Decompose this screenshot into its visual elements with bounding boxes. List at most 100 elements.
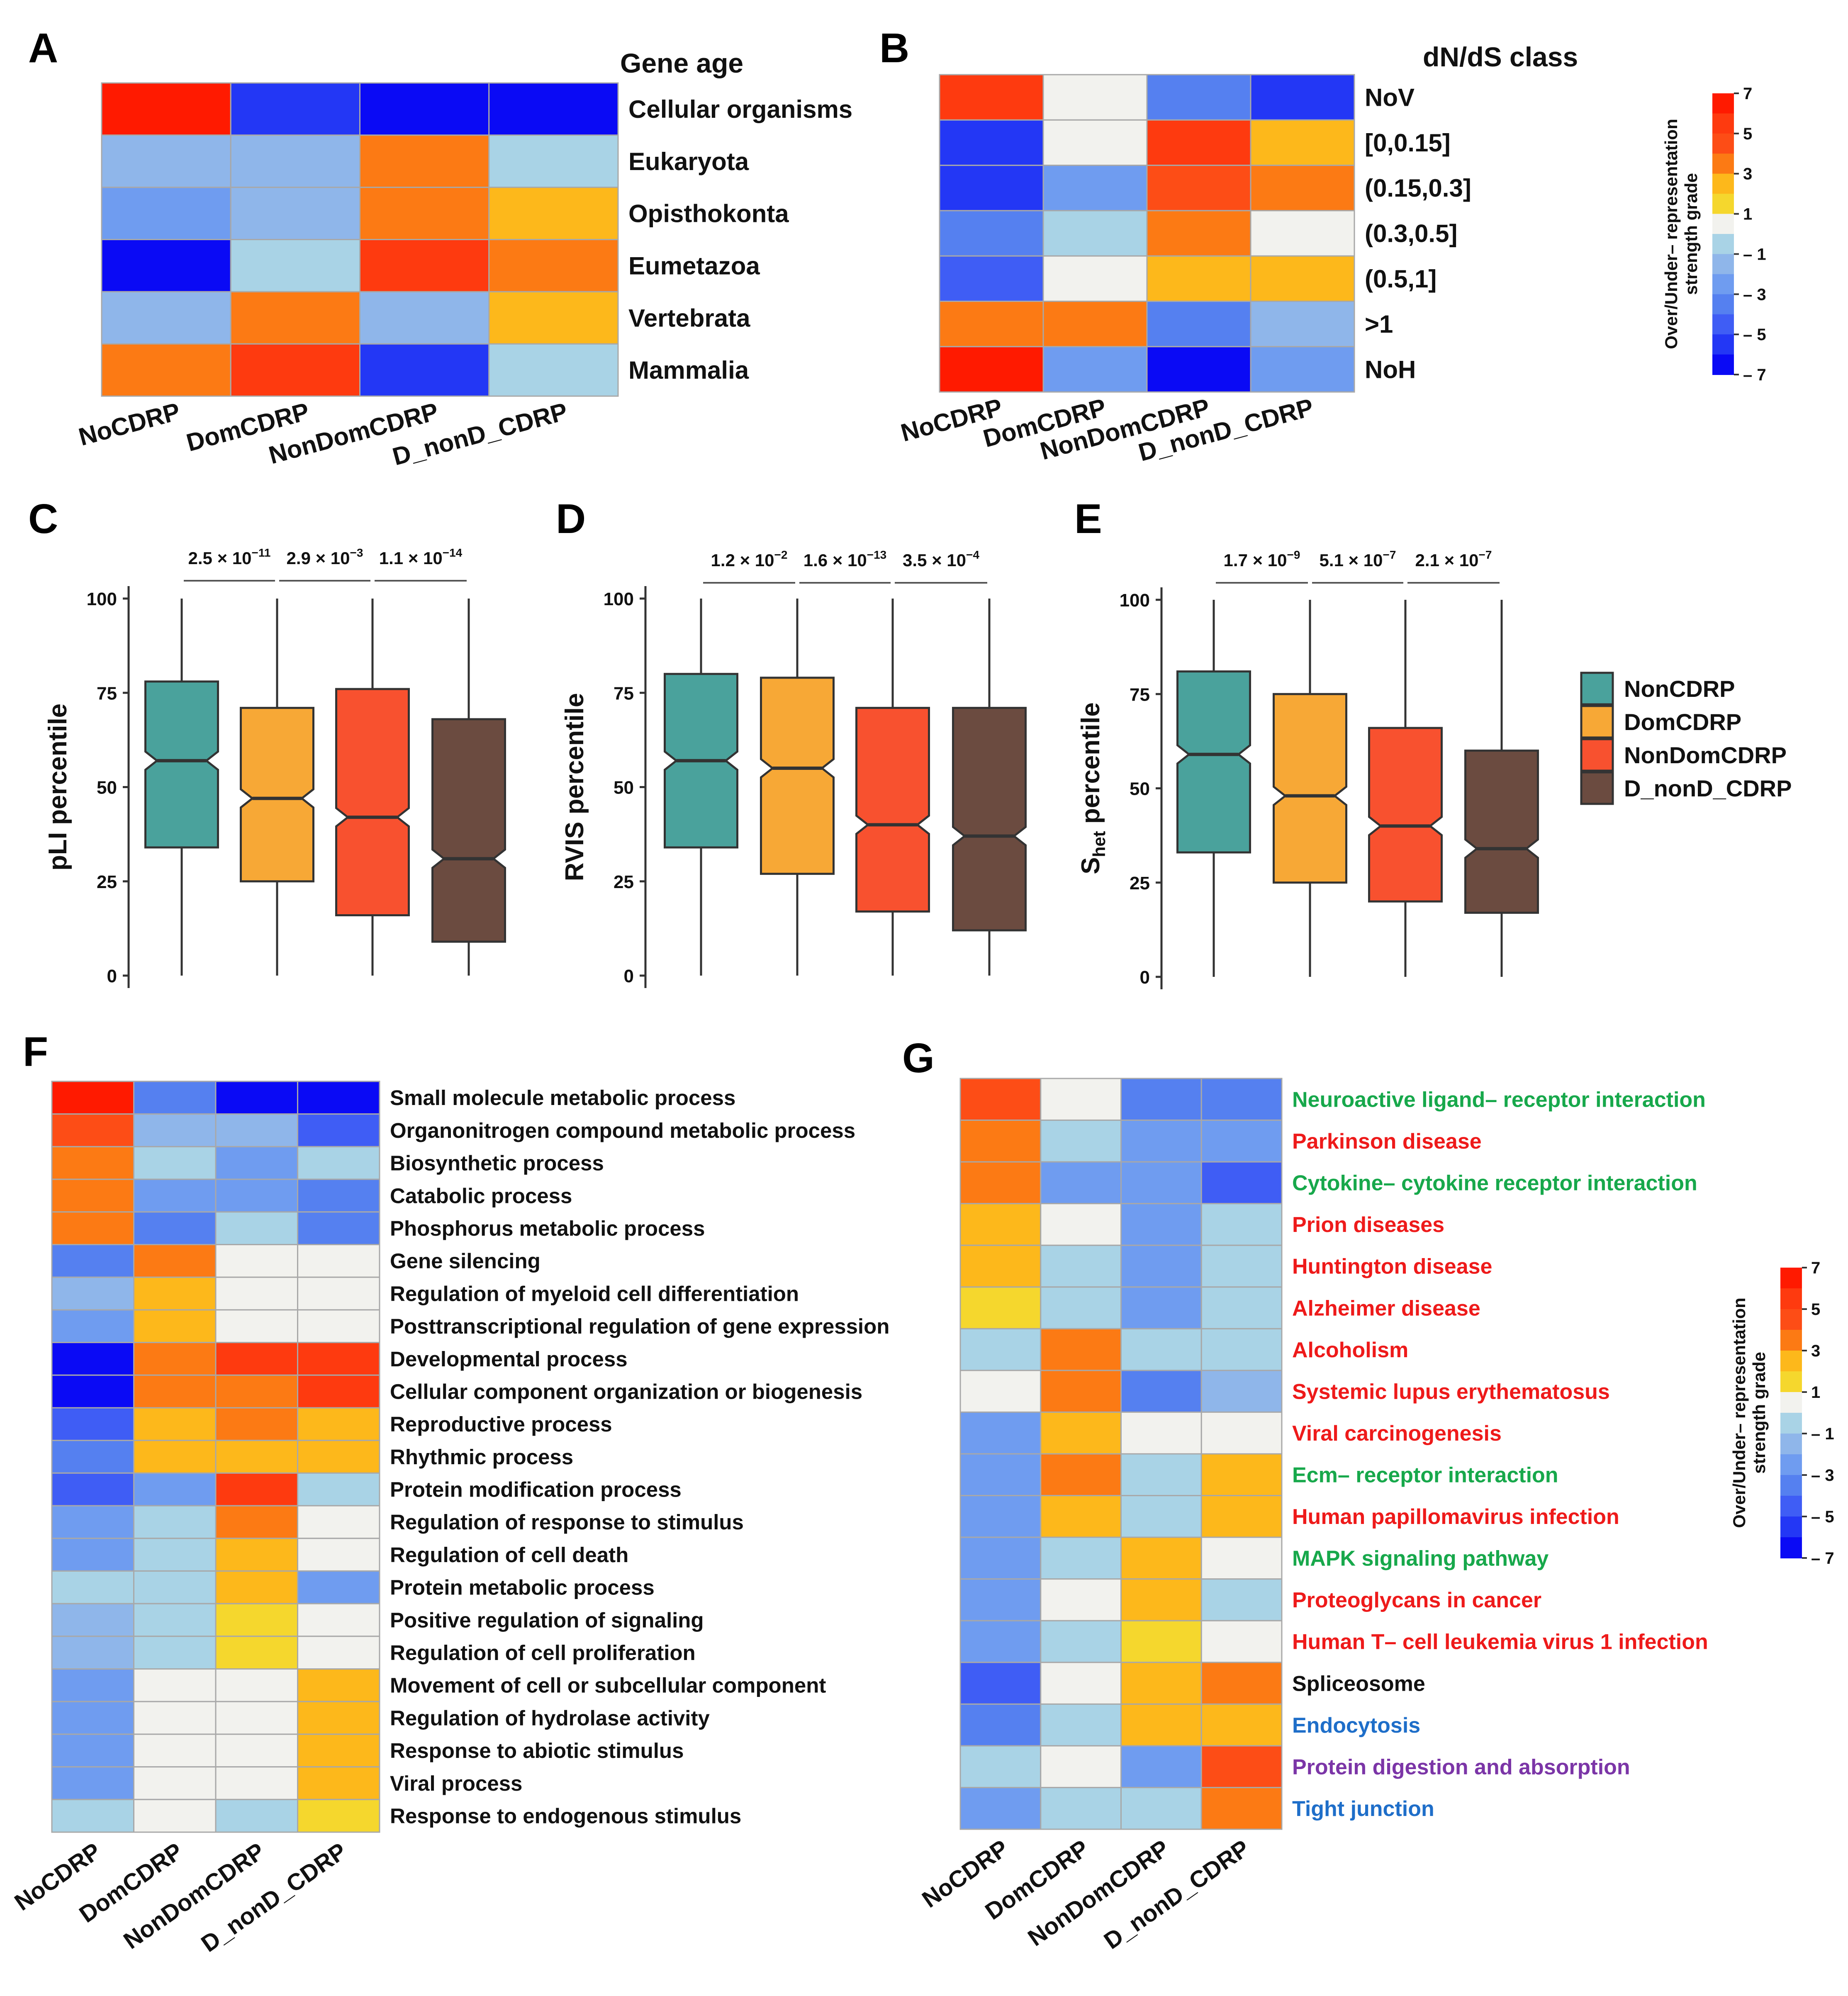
heat-cell-nov-nocdrp [939, 74, 1044, 121]
box-domcdrp [760, 677, 835, 875]
legend-swatch-nondomcdrp [1580, 738, 1614, 772]
heat-cell-protein-digestion-and-absorption-d-nond-cdrp [1200, 1745, 1283, 1788]
p-value-exponent: −4 [966, 548, 979, 561]
panel-letter-c: C [28, 496, 58, 542]
y-tick-label: 75 [614, 683, 634, 703]
colorbar-segment [1712, 334, 1734, 355]
heat-cell-human-papillomavirus-infection-domcdrp [1040, 1495, 1122, 1538]
heat-cell-positive-regulation-of-signaling-nondomcdrp [215, 1603, 298, 1637]
legend-swatch-domcdrp [1580, 705, 1614, 739]
heat-cell-mammalia-nocdrp [101, 343, 231, 397]
heat-cell-biosynthetic-process-domcdrp [133, 1146, 217, 1180]
heat-cell-viral-carcinogenesis-domcdrp [1040, 1411, 1122, 1455]
row-label: Huntington disease [1292, 1255, 1492, 1279]
heat-cell-catabolic-process-d-nond-cdrp [297, 1178, 380, 1213]
heat-cell-human-papillomavirus-infection-nocdrp [959, 1495, 1042, 1538]
colorbar-tick-label: – 3 [1743, 285, 1766, 304]
colorbar-tick-label: – 7 [1811, 1549, 1834, 1568]
heat-cell-posttranscriptional-regulation-of-gene-expression-domcdrp [133, 1309, 217, 1344]
row-label: Regulation of hydrolase activity [390, 1706, 710, 1730]
panel-letter-f: F [23, 1029, 48, 1075]
heat-cell-prion-diseases-nondomcdrp [1120, 1203, 1202, 1246]
heat-cell-alzheimer-disease-nondomcdrp [1120, 1286, 1202, 1329]
heat-cell-1-nondomcdrp [1146, 300, 1251, 348]
p-value-label: 1.7 × 10−9 [1224, 548, 1300, 570]
box-domcdrp [240, 707, 314, 883]
heat-cell-opisthokonta-domcdrp [230, 187, 360, 240]
y-axis-label: pLI percentile [44, 703, 72, 871]
heat-cell-tight-junction-d-nond-cdrp [1200, 1787, 1283, 1830]
heat-cell-gene-silencing-d-nond-cdrp [297, 1244, 380, 1278]
colorbar-segment [1780, 1516, 1802, 1538]
p-value-exponent: −7 [1383, 548, 1396, 561]
y-axis-label-main: S [1076, 857, 1105, 874]
heat-cell-response-to-endogenous-stimulus-d-nond-cdrp [297, 1799, 380, 1833]
colorbar-segment [1780, 1392, 1802, 1413]
heat-cell-gene-silencing-nocdrp [51, 1244, 134, 1278]
heat-cell-protein-modification-process-nondomcdrp [215, 1472, 298, 1507]
heat-cell-vertebrata-domcdrp [230, 291, 360, 345]
colorbar-tick-label: 5 [1811, 1300, 1820, 1319]
row-label: Regulation of myeloid cell differentiati… [390, 1282, 799, 1305]
row-label: Reproductive process [390, 1412, 612, 1436]
heat-cell-organonitrogen-compound-metabolic-process-nocdrp [51, 1113, 134, 1147]
heatmap-dnds-class: NoV [0,0.15] (0.15,0.3] (0.3,0.5] (0.5,1] >1 N… [898, 41, 1578, 467]
heat-cell-0-0-15-domcdrp [1042, 119, 1148, 166]
box-nondomcdrp [855, 707, 930, 913]
heat-cell-eukaryota-domcdrp [230, 134, 360, 188]
heat-cell-catabolic-process-nondomcdrp [215, 1178, 298, 1213]
heat-cell-viral-process-domcdrp [133, 1766, 217, 1800]
heat-cell-organonitrogen-compound-metabolic-process-domcdrp [133, 1113, 217, 1147]
heat-cell-ecm-receptor-interaction-nocdrp [959, 1453, 1042, 1497]
p-value-label: 2.9 × 10−3 [287, 546, 363, 568]
panel-letter-d: D [556, 496, 586, 542]
heat-cell-proteoglycans-in-cancer-nocdrp [959, 1578, 1042, 1621]
legend-label: DomCDRP [1624, 709, 1741, 735]
boxplot-shet: 0 25 50 75 100 Shet percentile 1.7 × 10−9 5.1 ×… [1076, 548, 1539, 989]
heat-cell-small-molecule-metabolic-process-domcdrp [133, 1081, 217, 1115]
row-label: Protein metabolic process [390, 1576, 655, 1599]
colorbar-tick-label: – 3 [1811, 1466, 1834, 1485]
heat-cell-small-molecule-metabolic-process-nondomcdrp [215, 1081, 298, 1115]
heat-cell-systemic-lupus-erythematosus-nocdrp [959, 1370, 1042, 1413]
legend-label: D_nonD_CDRP [1624, 775, 1792, 801]
colorbar-segment [1780, 1351, 1802, 1372]
legend-label: NonDomCDRP [1624, 742, 1787, 768]
row-label: Response to endogenous stimulus [390, 1804, 741, 1828]
column-label: D_nonD_CDRP [196, 1838, 351, 1957]
column-label: NonDomCDRP [119, 1838, 270, 1954]
row-label: Proteoglycans in cancer [1292, 1588, 1541, 1612]
colorbar-tick-label: – 1 [1811, 1425, 1834, 1443]
heat-cell-alzheimer-disease-d-nond-cdrp [1200, 1286, 1283, 1329]
heat-cell-cellular-component-organization-or-biogenesis-nocdrp [51, 1374, 134, 1409]
colorbar-segment [1780, 1330, 1802, 1351]
heat-cell-0-0-15-nondomcdrp [1146, 119, 1251, 166]
heat-cell-positive-regulation-of-signaling-nocdrp [51, 1603, 134, 1637]
heat-cell-tight-junction-nondomcdrp [1120, 1787, 1202, 1830]
y-tick-label: 25 [1130, 873, 1150, 893]
colorbar-tick-label: 7 [1811, 1259, 1820, 1277]
heat-cell-0-15-0-3-nondomcdrp [1146, 165, 1251, 212]
heat-cell-cellular-organisms-nondomcdrp [359, 82, 490, 136]
p-value-mantissa: 1.1 × 10 [379, 548, 443, 568]
boxplot-pli: 0 25 50 75 100 pLI percentile 2.5 × 10−11 2.9 ×… [44, 546, 506, 988]
heat-cell-systemic-lupus-erythematosus-d-nond-cdrp [1200, 1370, 1283, 1413]
heat-cell-cellular-organisms-nocdrp [101, 82, 231, 136]
colorbar-segment [1780, 1413, 1802, 1434]
heat-cell-cytokine-cytokine-receptor-interaction-nocdrp [959, 1161, 1042, 1205]
row-label: Alzheimer disease [1292, 1296, 1480, 1320]
heat-cell-protein-metabolic-process-nocdrp [51, 1570, 134, 1604]
heat-cell-ecm-receptor-interaction-nondomcdrp [1120, 1453, 1202, 1497]
heat-cell-noh-d-nond-cdrp [1250, 346, 1355, 393]
row-label: Vertebrata [628, 304, 750, 332]
heat-cell-rhythmic-process-nocdrp [51, 1440, 134, 1474]
heat-cell-parkinson-disease-nondomcdrp [1120, 1120, 1202, 1163]
heat-cell-response-to-endogenous-stimulus-nondomcdrp [215, 1799, 298, 1833]
row-label: >1 [1365, 310, 1393, 338]
heat-cell-rhythmic-process-domcdrp [133, 1440, 217, 1474]
heat-cell-spliceosome-nocdrp [959, 1662, 1042, 1705]
heat-cell-reproductive-process-domcdrp [133, 1407, 217, 1441]
heat-cell-cytokine-cytokine-receptor-interaction-d-nond-cdrp [1200, 1161, 1283, 1205]
heat-cell-viral-process-d-nond-cdrp [297, 1766, 380, 1800]
heat-cell-phosphorus-metabolic-process-nocdrp [51, 1211, 134, 1245]
